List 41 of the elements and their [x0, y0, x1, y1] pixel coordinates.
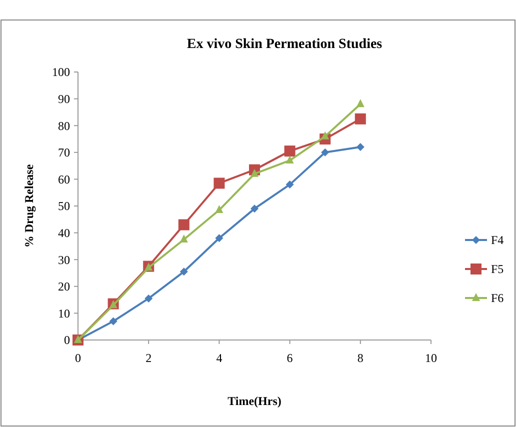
- legend-label: F6: [491, 291, 504, 306]
- y-tick-label: 90: [58, 92, 70, 106]
- x-tick-label: 4: [216, 351, 222, 365]
- y-tick-label: 70: [58, 146, 70, 160]
- point: [321, 131, 330, 140]
- point: [321, 148, 330, 156]
- point: [284, 146, 296, 157]
- y-tick-label: 0: [64, 333, 70, 348]
- y-tick-label: 30: [58, 252, 70, 267]
- y-axis-title: % Drug Release: [22, 164, 36, 248]
- y-tick-label: 20: [58, 280, 70, 294]
- y-tick-label: 40: [58, 226, 70, 240]
- point: [356, 143, 364, 152]
- y-tick-label: 80: [58, 118, 70, 133]
- point: [180, 234, 188, 242]
- point: [214, 178, 225, 189]
- y-tick-label: 10: [58, 306, 70, 320]
- y-tick-label: 100: [52, 65, 70, 80]
- point: [144, 294, 153, 302]
- legend-label: F5: [491, 262, 504, 276]
- x-tick-label: 0: [75, 351, 81, 365]
- x-tick-label: 2: [146, 351, 152, 365]
- point: [215, 234, 224, 242]
- point: [109, 317, 118, 326]
- chart-title: Ex vivo Skin Permeation Studies: [186, 37, 383, 52]
- point: [354, 113, 366, 124]
- point: [180, 268, 188, 276]
- point: [250, 204, 258, 213]
- y-tick-label: 60: [58, 172, 70, 186]
- point: [356, 99, 364, 108]
- legend-label: F4: [491, 233, 504, 248]
- point: [215, 205, 224, 214]
- point: [250, 168, 258, 177]
- x-tick-label: 10: [425, 351, 437, 365]
- x-tick-label: 6: [286, 351, 293, 365]
- x-tick-label: 8: [357, 351, 364, 365]
- point: [286, 180, 294, 189]
- point: [178, 219, 190, 230]
- y-tick-label: 50: [58, 199, 70, 214]
- point: [286, 155, 294, 164]
- x-axis-title: Time(Hrs): [228, 394, 282, 408]
